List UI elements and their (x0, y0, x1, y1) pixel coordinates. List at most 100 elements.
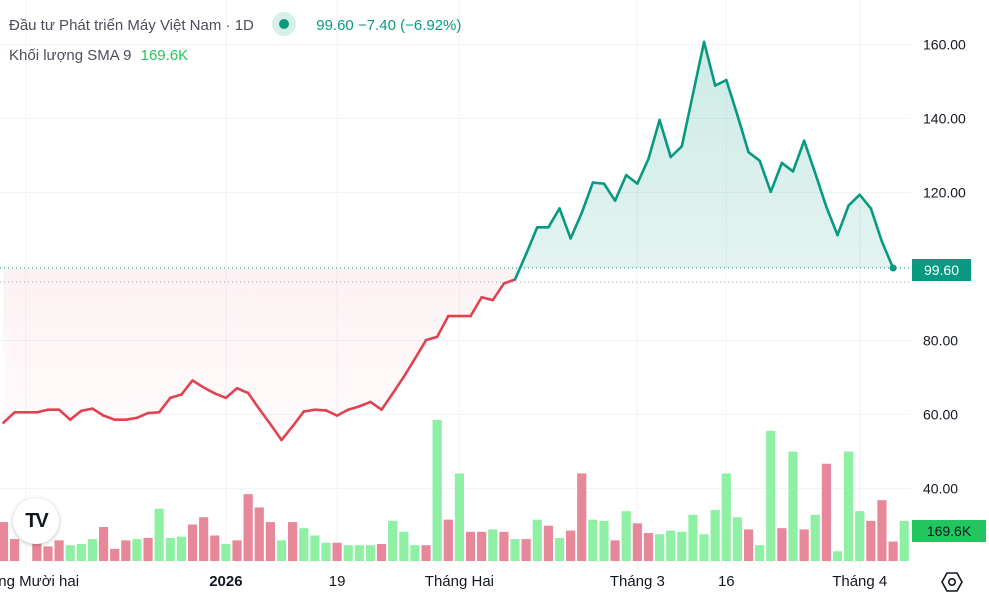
volume-bar (243, 494, 253, 561)
price-segment (180, 379, 194, 396)
price-segment (780, 161, 795, 173)
interval-label: 1D (234, 16, 254, 34)
volume-bar (810, 514, 820, 561)
last-price-dot (889, 264, 897, 272)
price-segment (91, 407, 105, 417)
time-tick-label: 16 (718, 573, 735, 590)
volume-bar (265, 522, 275, 561)
volume-bar (677, 531, 687, 561)
price-segment (724, 78, 739, 117)
volume-bar (621, 511, 631, 561)
volume-bar (143, 537, 153, 561)
price-segment (624, 173, 639, 185)
chart-grid (0, 0, 910, 568)
price-segment (469, 295, 483, 318)
time-tick-label: 2026 (209, 573, 242, 590)
price-segment (880, 240, 895, 270)
price-segment (524, 226, 539, 256)
volume-bar (299, 528, 309, 561)
volume-bar (666, 530, 676, 561)
price-segment (269, 422, 283, 442)
price-segment (235, 386, 250, 395)
volume-bar (632, 523, 642, 561)
volume-bar (832, 551, 843, 561)
price-tick-label: 80.00 (923, 333, 958, 349)
price-segment (747, 150, 761, 162)
volume-bar (332, 542, 342, 561)
volume-bar (254, 507, 264, 561)
price-segment (413, 338, 428, 360)
volume-bar (721, 473, 731, 561)
price-segment (836, 204, 850, 237)
price-segment (691, 40, 706, 96)
price-tick-label: 120.00 (923, 185, 966, 201)
volume-bar (688, 514, 698, 561)
price-segment (502, 278, 517, 285)
chart-settings-icon[interactable] (941, 571, 963, 593)
volume-bar (410, 545, 420, 561)
volume-bar (654, 534, 665, 561)
volume-bar (310, 535, 320, 561)
tradingview-logo-icon[interactable]: TV (13, 498, 59, 544)
price-segment (435, 314, 450, 339)
price-segment (547, 207, 561, 229)
price-segment (858, 193, 873, 210)
volume-bar (187, 524, 198, 561)
symbol-legend[interactable]: Đầu tư Phát triển Máy Việt Nam · 1D 99.6… (9, 12, 461, 38)
time-tick-label: 19 (329, 573, 346, 590)
price-segment (157, 396, 172, 414)
volume-bar (0, 522, 9, 561)
volume-bar (844, 451, 854, 561)
price-segment (580, 181, 595, 215)
volume-indicator-value: 169.6K (140, 47, 189, 64)
price-segment (402, 357, 417, 379)
price-segment (169, 393, 183, 400)
volume-bar (855, 511, 865, 561)
price-segment (480, 295, 495, 302)
volume-bar (399, 531, 409, 561)
price-segment (313, 408, 328, 412)
volume-bar (766, 430, 776, 561)
price-segment (569, 211, 584, 240)
symbol-name: Đầu tư Phát triển Máy Việt Nam (9, 16, 222, 34)
volume-indicator-label: Khối lượng SMA 9 (9, 47, 132, 64)
price-segment (224, 386, 239, 400)
time-axis[interactable]: Tháng Mười hai 2026 19 Tháng Hai Tháng 3 16 Th… (0, 573, 887, 590)
price-segment (424, 335, 439, 342)
price-segment (35, 408, 50, 414)
volume-bar (577, 473, 587, 561)
price-change: −7.40 (357, 16, 396, 34)
price-segment (2, 410, 16, 424)
volume-bar (454, 473, 465, 561)
price-segment (869, 207, 884, 244)
volume-bar (421, 545, 431, 561)
volume-bars (0, 419, 909, 561)
volume-bar (343, 545, 353, 561)
volume-bar (643, 533, 654, 561)
price-tick-label: 40.00 (923, 481, 958, 497)
volume-bar (799, 529, 809, 561)
price-segment (825, 205, 839, 237)
volume-bar (65, 545, 75, 561)
price-segment (280, 425, 294, 442)
price-segment (57, 408, 72, 422)
price-segment (202, 386, 217, 395)
volume-bar (87, 539, 98, 561)
price-segment (513, 252, 528, 281)
price-segment (257, 407, 272, 426)
volume-bar (32, 539, 42, 561)
volume-legend[interactable]: Khối lượng SMA 9 169.6K (9, 47, 188, 64)
price-tick-label: 140.00 (923, 111, 966, 127)
volume-bar (488, 529, 498, 561)
volume-bar (132, 539, 142, 561)
price-segment (791, 139, 806, 173)
price-segment (191, 379, 205, 389)
volume-bar (10, 539, 20, 561)
volume-bar (821, 463, 831, 561)
volume-bar (777, 528, 787, 561)
price-segment (491, 282, 506, 302)
last-price: 99.60 (316, 16, 354, 34)
volume-bar (354, 545, 364, 561)
volume-bar (321, 542, 331, 561)
